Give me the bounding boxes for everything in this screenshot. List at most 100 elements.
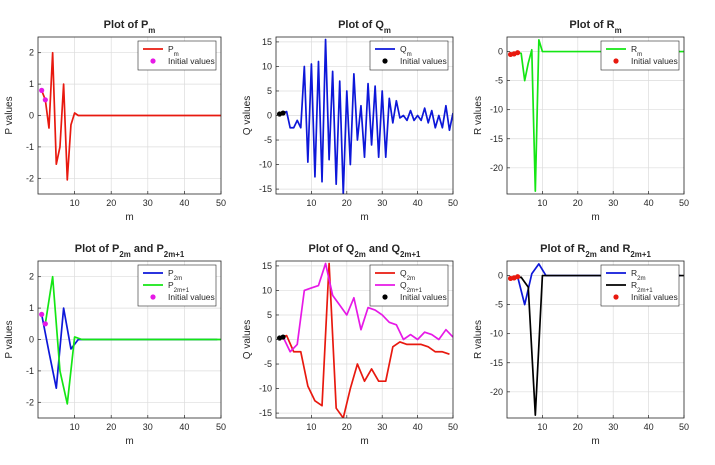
y-tick-label: 5: [267, 86, 272, 96]
initial-value-point: [42, 321, 48, 327]
y-tick-label: 5: [267, 310, 272, 320]
legend-marker-swatch: [613, 294, 619, 300]
x-tick-label: 40: [644, 422, 654, 432]
x-tick-label: 50: [216, 422, 226, 432]
legend-entry-label: Initial values: [168, 292, 215, 302]
legend-entry-label: Qm: [400, 44, 412, 58]
legend-marker-swatch: [382, 294, 388, 300]
x-axis-label: m: [591, 436, 599, 447]
y-tick-label: -5: [495, 76, 503, 86]
x-tick-label: 20: [573, 422, 583, 432]
legend-entry-label: Initial values: [400, 292, 447, 302]
series-line-2: [282, 262, 453, 353]
y-axis-label: R values: [473, 320, 484, 359]
legend-marker-swatch: [613, 58, 619, 64]
x-tick-label: 30: [377, 198, 387, 208]
y-tick-label: 2: [29, 48, 34, 58]
y-axis-label: P values: [4, 320, 15, 358]
legend-entry-label: P2m: [168, 268, 182, 282]
x-tick-label: 50: [448, 198, 458, 208]
y-tick-label: -2: [26, 173, 34, 183]
legend-box: [137, 40, 217, 71]
legend-marker-swatch: [150, 58, 156, 64]
y-tick-label: -15: [259, 408, 272, 418]
chart-title: Plot of Rm: [569, 19, 621, 35]
y-tick-label: -1: [26, 366, 34, 376]
legend-entry-label: P2m+1: [168, 280, 190, 294]
y-tick-label: -5: [264, 135, 272, 145]
x-tick-label: 20: [106, 198, 116, 208]
y-axis-label: Q values: [242, 320, 253, 359]
x-tick-label: 20: [342, 422, 352, 432]
chart-title: Plot of Pm: [104, 19, 156, 35]
legend-entry-label: Rm: [631, 44, 642, 58]
x-tick-label: 40: [179, 422, 189, 432]
x-tick-label: 10: [70, 422, 80, 432]
axes-box: [506, 36, 685, 195]
y-tick-label: -15: [259, 184, 272, 194]
legend-marker-swatch: [150, 294, 156, 300]
y-tick-label: 0: [267, 335, 272, 345]
y-tick-label: -1: [26, 142, 34, 152]
subplot-4: 10 20 30 40 50 -2 -1 0 1 2 m P values Plot of P2m an…: [4, 243, 226, 447]
y-tick-label: 15: [262, 37, 272, 47]
chart-title: Plot of R2m and R2m+1: [540, 243, 651, 259]
y-tick-label: 2: [29, 272, 34, 282]
legend-box: [600, 40, 680, 71]
y-tick-label: 1: [29, 79, 34, 89]
legend-entry-label: Q2m+1: [400, 280, 423, 294]
y-tick-label: -10: [490, 329, 503, 339]
x-tick-label: 30: [143, 422, 153, 432]
y-axis-label: P values: [4, 96, 15, 134]
x-axis-label: m: [360, 212, 368, 223]
initial-value-point: [39, 87, 45, 93]
x-tick-label: 30: [143, 198, 153, 208]
series-line-1: [279, 38, 453, 194]
x-tick-label: 50: [679, 198, 689, 208]
legend-entry-label: R2m: [631, 268, 646, 282]
legend-box: [369, 40, 449, 71]
legend-entry-label: Pm: [168, 44, 179, 58]
legend-entry-label: R2m+1: [631, 280, 653, 294]
initial-value-point: [280, 334, 286, 340]
y-tick-label: 0: [29, 111, 34, 121]
initial-value-point: [280, 110, 286, 116]
axes-box: [506, 260, 685, 419]
y-axis-label: R values: [473, 96, 484, 135]
y-tick-label: 0: [498, 271, 503, 281]
y-tick-label: -20: [490, 387, 503, 397]
y-tick-label: -5: [264, 359, 272, 369]
y-tick-label: 0: [29, 335, 34, 345]
y-tick-label: -2: [26, 397, 34, 407]
x-tick-label: 10: [70, 198, 80, 208]
y-tick-label: -5: [495, 300, 503, 310]
x-tick-label: 10: [537, 422, 547, 432]
subplot-1: 10 20 30 40 50 -2 -1 0 1 2 m P values Plot of Pm PmIn…: [4, 19, 226, 223]
y-tick-label: 0: [498, 47, 503, 57]
initial-value-point: [42, 97, 48, 103]
y-tick-label: -10: [490, 105, 503, 115]
legend-entry-label: Q2m: [400, 268, 415, 282]
chart-title: Plot of P2m and P2m+1: [75, 243, 185, 259]
x-axis-label: m: [125, 436, 133, 447]
subplot-3: 10 20 30 40 50 -20 -15 -10 -5 0 m R values Plot of R…: [473, 19, 689, 223]
y-tick-label: 1: [29, 303, 34, 313]
subplot-6: 10 20 30 40 50 -20 -15 -10 -5 0 m R values Plot of R…: [473, 243, 689, 447]
x-tick-label: 30: [608, 422, 618, 432]
x-tick-label: 20: [106, 422, 116, 432]
x-tick-label: 10: [306, 422, 316, 432]
legend-entry-label: Initial values: [168, 56, 215, 66]
y-tick-label: -15: [490, 134, 503, 144]
x-tick-label: 30: [377, 422, 387, 432]
x-tick-label: 50: [448, 422, 458, 432]
subplot-5: 10 20 30 40 50 -15 -10 -5 0 5 10 15 m Q values Plot of…: [242, 243, 458, 447]
legend-entry-label: Initial values: [631, 56, 678, 66]
chart-title: Plot of Q2m and Q2m+1: [309, 243, 422, 259]
x-tick-label: 40: [179, 198, 189, 208]
